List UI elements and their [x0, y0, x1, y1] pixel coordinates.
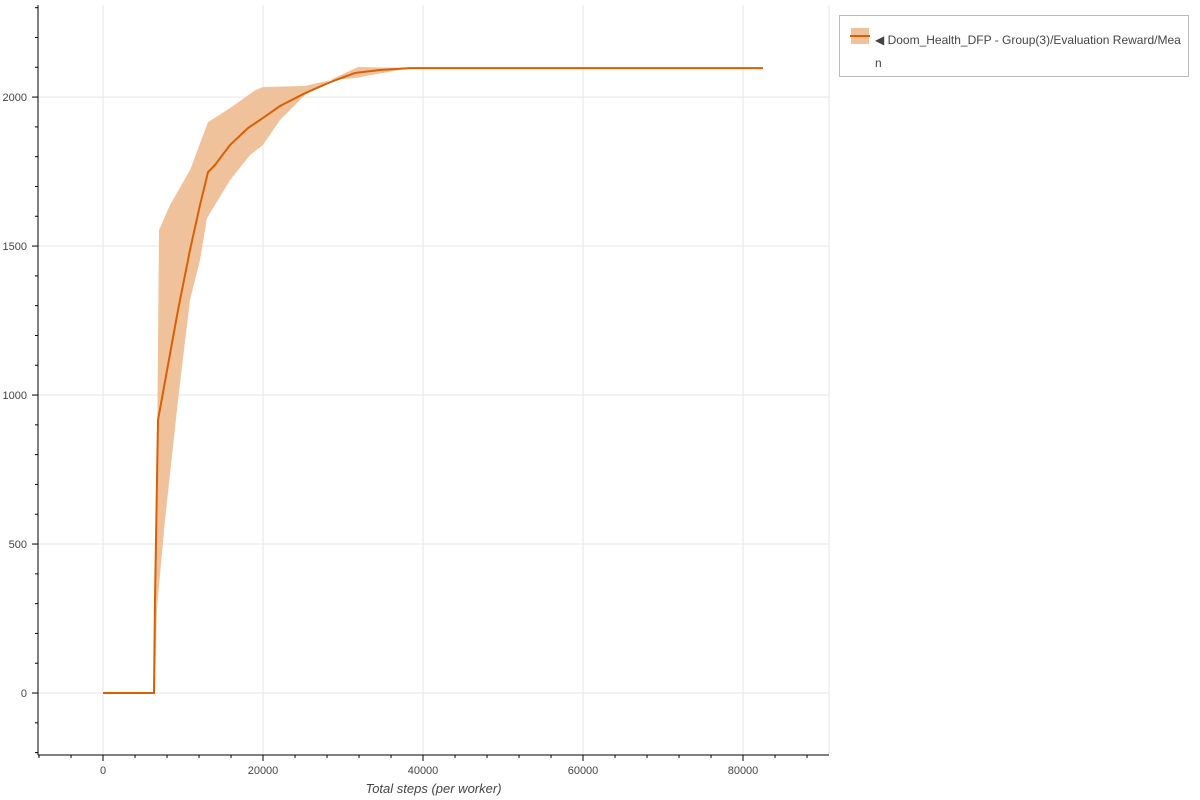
y-tick-label: 1000 — [3, 390, 27, 402]
legend-swatch[interactable] — [850, 28, 870, 44]
x-tick-label: 80000 — [728, 765, 759, 777]
y-tick-label: 2000 — [3, 92, 27, 104]
y-tick-label: 1500 — [3, 241, 27, 253]
legend: ◀ Doom_Health_DFP - Group(3)/Evaluation … — [839, 15, 1189, 77]
x-tick-label: 20000 — [248, 765, 279, 777]
legend-label: ◀ Doom_Health_DFP - Group(3)/Evaluation … — [875, 33, 1181, 70]
series-line — [103, 67, 763, 695]
x-tick-label: 40000 — [408, 765, 439, 777]
confidence-band — [155, 66, 763, 691]
x-tick-label: 60000 — [568, 765, 599, 777]
x-axis-label: Total steps (per worker) — [365, 781, 502, 796]
y-tick-label: 0 — [21, 688, 27, 700]
y-tick-label: 500 — [9, 539, 27, 551]
x-tick-label: 0 — [100, 765, 106, 777]
